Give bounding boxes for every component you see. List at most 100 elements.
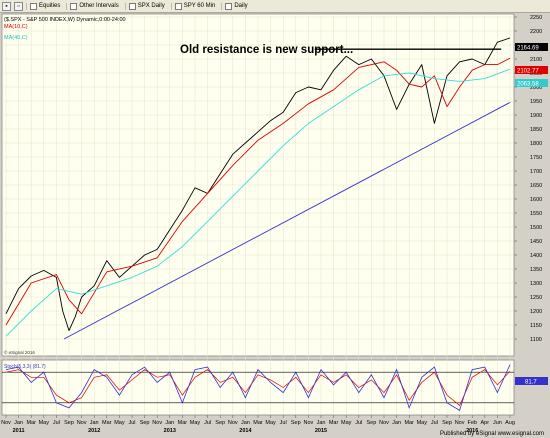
x-year-label: 2011 [13, 428, 25, 434]
toolbar-item-spy-60[interactable]: SPY 60 Min [170, 2, 219, 10]
y-tick-label: 1650 [530, 183, 542, 189]
x-year-label: 2012 [88, 428, 100, 434]
last-price-badge: 2164.69 [515, 43, 548, 52]
x-tick-label: May [39, 420, 50, 426]
ma40-badge-text: 2063.58 [517, 82, 539, 88]
ma10-badge-bg [515, 66, 548, 74]
x-tick-label: Apr [481, 420, 490, 426]
x-tick-label: Mar [178, 420, 188, 426]
chart-icon [128, 2, 136, 10]
x-tick-label: Jan [241, 420, 250, 426]
ma10-legend: MA(10,C) [4, 24, 28, 30]
y-tick-label: 1450 [530, 239, 542, 245]
chart-icon [174, 2, 182, 10]
x-tick-label: Mar [26, 420, 36, 426]
grid-lines [2, 14, 514, 415]
last-price-badge-bg [515, 43, 548, 51]
y-tick-label: 2100 [530, 57, 542, 63]
copyright-label: © eSignal 2016 [4, 349, 35, 355]
y-tick-label: 1350 [530, 267, 542, 273]
x-tick-label: Jan [14, 420, 23, 426]
chart-icon [70, 2, 78, 10]
y-tick-label: 1400 [530, 253, 542, 259]
x-tick-label: Nov [379, 420, 389, 426]
y-tick-label: 1950 [530, 99, 542, 105]
toolbar-item-spx-daily[interactable]: SPX Daily [124, 2, 168, 10]
y-tick-label: 1300 [530, 281, 542, 287]
x-tick-label: May [265, 420, 276, 426]
x-year-label: 2015 [315, 428, 327, 434]
x-tick-label: Sep [64, 420, 74, 426]
x-tick-label: Jul [128, 420, 135, 426]
osc-value-badge-bg [515, 377, 548, 385]
ma10-badge-text: 2102.77 [517, 69, 539, 75]
toolbar-item-equities[interactable]: Equities [26, 2, 63, 10]
y-tick-label: 1900 [530, 113, 542, 119]
chart-area[interactable]: 1100 1150 1200 1250 1300 1350 1400 1450 1500 1550… [0, 13, 550, 438]
x-tick-label: Jul [53, 420, 60, 426]
y-tick-label: 1600 [530, 197, 542, 203]
y-tick-label: 2250 [530, 15, 542, 21]
x-tick-label: Sep [367, 420, 377, 426]
y-tick-label: 1750 [530, 155, 542, 161]
chart-icon [225, 2, 233, 10]
y-tick-label: 2200 [530, 29, 542, 35]
toolbar-label-daily: Daily [234, 3, 248, 9]
x-tick-label: Feb [467, 420, 476, 426]
x-tick-label: Aug [505, 420, 515, 426]
y-tick-label: 1850 [530, 127, 542, 133]
x-tick-label: Nov [304, 420, 314, 426]
toolbar-label-spy-60: SPY 60 Min [183, 3, 216, 9]
x-tick-label: Jan [317, 420, 326, 426]
osc-value-badge-text: 81.7 [525, 380, 537, 386]
x-tick-label: Jul [280, 420, 287, 426]
x-year-label: 2014 [239, 428, 252, 434]
x-axis: Nov Jan Mar May Jul Sep Nov Jan Mar May Jul Sep Nov J… [1, 415, 515, 434]
ma40-badge-bg [515, 79, 548, 87]
x-tick-label: Jan [90, 420, 99, 426]
chart-svg[interactable]: 1100 1150 1200 1250 1300 1350 1400 1450 1500 1550… [0, 13, 550, 438]
y-tick-label: 1150 [530, 323, 542, 329]
ma10-badge: 2102.77 [515, 66, 548, 75]
x-tick-label: Sep [215, 420, 225, 426]
x-tick-label: Jan [165, 420, 174, 426]
toolbar-label-equities: Equities [39, 3, 61, 9]
x-tick-label: Sep [140, 420, 150, 426]
toolbar-label-spx-daily: SPX Daily [137, 3, 165, 9]
ma40-badge: 2063.58 [515, 79, 548, 88]
oscillator-legend: Stoch(5,3,3) (81.7) [4, 364, 46, 370]
x-tick-label: Jul [431, 420, 438, 426]
ma40-line [5, 68, 511, 337]
resistance-annotation: Old resistance is new support... [180, 44, 353, 56]
oscillator-lines [2, 364, 514, 412]
price-line [5, 37, 511, 332]
x-tick-label: Mar [102, 420, 112, 426]
x-tick-label: May [417, 420, 428, 426]
footer-publisher: Published by eSignal www.esignal.com [439, 431, 544, 437]
y-tick-label: 1100 [530, 337, 542, 343]
y-tick-label: 1200 [530, 309, 542, 315]
series-lines [5, 37, 511, 340]
lock-icon[interactable]: ▫ [14, 1, 23, 11]
x-tick-label: May [341, 420, 352, 426]
x-tick-label: Sep [291, 420, 301, 426]
x-tick-label: Sep [442, 420, 452, 426]
x-tick-label: Nov [1, 420, 11, 426]
y-tick-label: 1550 [530, 211, 542, 217]
x-tick-label: Nov [455, 420, 465, 426]
x-tick-label: Jun [493, 420, 502, 426]
x-tick-label: Mar [404, 420, 414, 426]
x-tick-label: May [114, 420, 125, 426]
chart-toolbar: ▪ ▫ Equities Other Intervals SPX Daily S… [0, 0, 550, 13]
x-year-label: 2013 [164, 428, 176, 434]
last-price-badge-text: 2164.69 [517, 46, 539, 52]
toolbar-item-other-intervals[interactable]: Other Intervals [66, 2, 121, 10]
osc-k-line [5, 364, 511, 412]
y-tick-label: 1800 [530, 141, 542, 147]
y-tick-label: 1700 [530, 169, 542, 175]
ma40-legend: MA(40,C) [4, 35, 28, 41]
toolbar-label-other-intervals: Other Intervals [79, 3, 119, 9]
x-year-label: 2016 [466, 428, 478, 434]
toolbar-item-daily[interactable]: Daily [221, 2, 250, 10]
pin-icon[interactable]: ▪ [2, 1, 11, 11]
